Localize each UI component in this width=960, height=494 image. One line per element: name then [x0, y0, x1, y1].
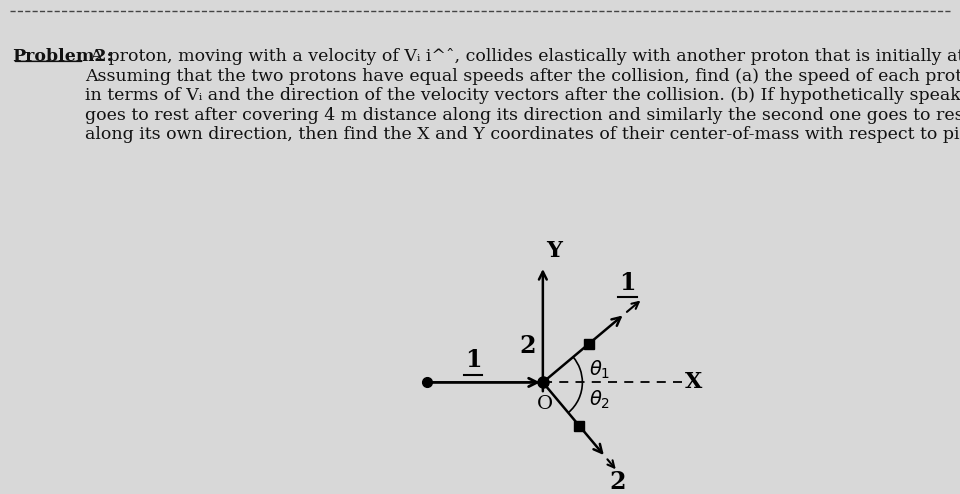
- Text: 2: 2: [519, 334, 537, 358]
- Text: X: X: [684, 371, 702, 393]
- Text: $\theta_1$: $\theta_1$: [589, 359, 611, 381]
- Text: Problem2:: Problem2:: [12, 48, 113, 65]
- Text: $\theta_2$: $\theta_2$: [589, 389, 611, 411]
- Text: A proton, moving with a velocity of Vᵢ i^ˆ, collides elastically with another pr: A proton, moving with a velocity of Vᵢ i…: [85, 48, 960, 143]
- Text: Y: Y: [546, 241, 563, 262]
- Text: 1: 1: [465, 348, 481, 372]
- Text: O: O: [537, 395, 553, 413]
- Text: 1: 1: [619, 271, 636, 295]
- Text: 2: 2: [609, 470, 626, 494]
